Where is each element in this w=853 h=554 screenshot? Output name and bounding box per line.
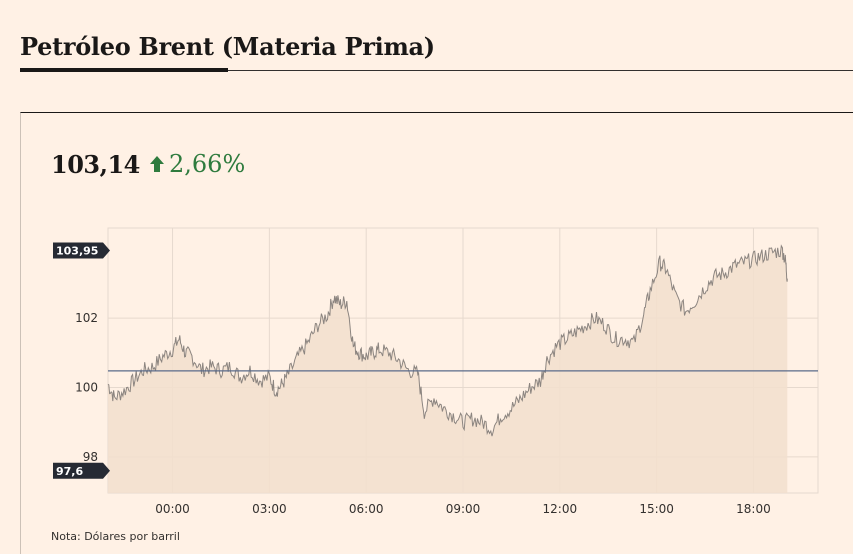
price-chart: 00:00 03:00 06:00 09:00 12:00 15:00 18:00 102 10… <box>53 227 819 513</box>
high-flag <box>53 242 110 259</box>
x-tick-label: 18:00 <box>736 502 771 513</box>
x-tick-label: 09:00 <box>446 502 481 513</box>
chart-note: Nota: Dólares por barril <box>51 530 180 543</box>
high-flag-label: 103,95 <box>56 245 98 258</box>
x-tick-label: 06:00 <box>349 502 384 513</box>
arrow-up-icon <box>150 156 164 172</box>
page-title: Petróleo Brent (Materia Prima) <box>20 32 435 61</box>
title-divider <box>20 70 853 71</box>
low-flag-label: 97,6 <box>56 465 83 478</box>
current-price: 103,14 <box>51 150 140 179</box>
title-accent-bar <box>20 68 228 72</box>
x-tick-label: 00:00 <box>155 502 190 513</box>
price-line <box>107 244 788 437</box>
x-tick-label: 15:00 <box>639 502 674 513</box>
quote-panel: 103,14 2,66% 00:00 03:00 06:00 09:00 12:00 15… <box>20 112 853 554</box>
low-flag <box>53 462 110 479</box>
y-tick-label: 102 <box>75 311 98 325</box>
y-tick-label: 100 <box>75 381 98 395</box>
x-tick-label: 03:00 <box>252 502 287 513</box>
price-change: 2,66% <box>149 150 245 178</box>
price-area <box>108 245 788 493</box>
price-change-value: 2,66% <box>169 150 246 178</box>
x-tick-label: 12:00 <box>543 502 578 513</box>
y-tick-label: 98 <box>83 450 98 464</box>
